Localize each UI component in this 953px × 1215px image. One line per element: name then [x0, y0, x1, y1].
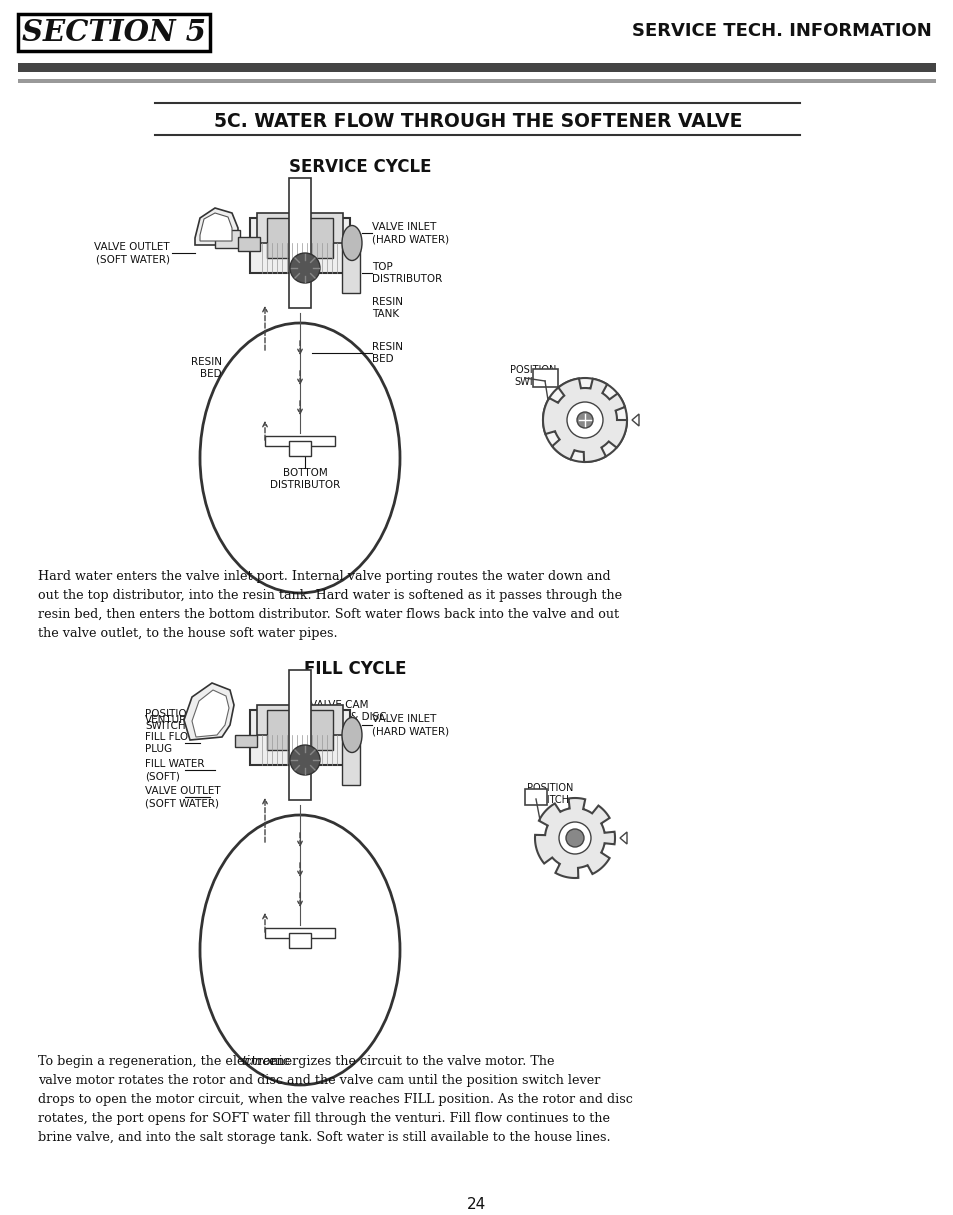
- Bar: [256, 705, 343, 735]
- Text: POSITION
SWITCH: POSITION SWITCH: [145, 708, 194, 731]
- Text: resin bed, then enters the bottom distributor. Soft water flows back into the va: resin bed, then enters the bottom distri…: [38, 608, 618, 621]
- Text: TOP
DISTRIBUTOR: TOP DISTRIBUTOR: [372, 261, 442, 284]
- Bar: [265, 436, 335, 446]
- Bar: [256, 213, 343, 243]
- Bar: [18, 79, 935, 83]
- Bar: [289, 441, 311, 456]
- Circle shape: [566, 402, 602, 437]
- Circle shape: [558, 823, 590, 854]
- Text: brine valve, and into the salt storage tank. Soft water is still available to th: brine valve, and into the salt storage t…: [38, 1131, 610, 1145]
- Text: BOTTOM
DISTRIBUTOR: BOTTOM DISTRIBUTOR: [270, 468, 340, 491]
- Text: SERVICE TECH. INFORMATION: SERVICE TECH. INFORMATION: [632, 22, 931, 40]
- Bar: [265, 928, 335, 938]
- Ellipse shape: [341, 718, 361, 752]
- Text: POSITION
SWITCH: POSITION SWITCH: [509, 364, 556, 386]
- Bar: [289, 933, 311, 948]
- Bar: [341, 233, 359, 293]
- Polygon shape: [194, 208, 237, 245]
- Text: RESIN
TANK: RESIN TANK: [372, 296, 402, 320]
- Bar: [267, 217, 333, 258]
- Text: VENTURI: VENTURI: [145, 714, 190, 725]
- Bar: [524, 789, 546, 806]
- Text: valve motor rotates the rotor and disc and the valve cam until the position swit: valve motor rotates the rotor and disc a…: [38, 1074, 599, 1087]
- Bar: [234, 735, 256, 747]
- Bar: [289, 669, 311, 799]
- Bar: [237, 237, 260, 252]
- Text: VALVE INLET
(HARD WATER): VALVE INLET (HARD WATER): [372, 713, 449, 736]
- Text: FILL FLOW
PLUG: FILL FLOW PLUG: [145, 731, 198, 755]
- Text: FILL WATER
(SOFT): FILL WATER (SOFT): [145, 759, 204, 781]
- Bar: [214, 230, 240, 248]
- Circle shape: [542, 378, 626, 462]
- Bar: [289, 179, 311, 307]
- Text: VALVE CAM
ROTOR & DISC: VALVE CAM ROTOR & DISC: [310, 700, 386, 723]
- Text: 5C. WATER FLOW THROUGH THE SOFTENER VALVE: 5C. WATER FLOW THROUGH THE SOFTENER VALV…: [213, 112, 741, 131]
- Ellipse shape: [341, 226, 361, 260]
- Polygon shape: [192, 690, 229, 738]
- Circle shape: [565, 829, 583, 847]
- Text: SECTION 5: SECTION 5: [22, 18, 206, 47]
- Text: timer: timer: [241, 1055, 276, 1068]
- Bar: [533, 369, 558, 388]
- Text: RESIN
BED: RESIN BED: [191, 357, 222, 379]
- Text: out the top distributor, into the resin tank. Hard water is softened as it passe: out the top distributor, into the resin …: [38, 589, 621, 601]
- Text: POSITION
SWITCH: POSITION SWITCH: [526, 782, 573, 804]
- Ellipse shape: [290, 745, 319, 775]
- Text: the valve outlet, to the house soft water pipes.: the valve outlet, to the house soft wate…: [38, 627, 337, 640]
- Text: Hard water enters the valve inlet port. Internal valve porting routes the water : Hard water enters the valve inlet port. …: [38, 570, 610, 583]
- Polygon shape: [535, 798, 615, 878]
- Bar: [250, 710, 350, 765]
- Text: 24: 24: [467, 1197, 486, 1213]
- Ellipse shape: [290, 253, 319, 283]
- Text: VALVE OUTLET
(SOFT WATER): VALVE OUTLET (SOFT WATER): [145, 786, 220, 808]
- Text: RESIN
BED: RESIN BED: [372, 341, 402, 364]
- Text: SERVICE CYCLE: SERVICE CYCLE: [289, 158, 431, 176]
- Bar: [250, 217, 350, 273]
- Text: rotates, the port opens for SOFT water fill through the venturi. Fill flow conti: rotates, the port opens for SOFT water f…: [38, 1112, 609, 1125]
- Polygon shape: [542, 378, 626, 462]
- Text: VALVE INLET
(HARD WATER): VALVE INLET (HARD WATER): [372, 222, 449, 244]
- Text: To begin a regeneration, the electronic: To begin a regeneration, the electronic: [38, 1055, 294, 1068]
- Text: energizes the circuit to the valve motor. The: energizes the circuit to the valve motor…: [265, 1055, 554, 1068]
- Bar: [341, 725, 359, 785]
- Text: FILL CYCLE: FILL CYCLE: [303, 660, 406, 678]
- Bar: [18, 63, 935, 72]
- Circle shape: [577, 412, 593, 428]
- Text: VALVE OUTLET
(SOFT WATER): VALVE OUTLET (SOFT WATER): [94, 242, 170, 264]
- Text: drops to open the motor circuit, when the valve reaches FILL position. As the ro: drops to open the motor circuit, when th…: [38, 1094, 632, 1106]
- Bar: [267, 710, 333, 750]
- Polygon shape: [200, 213, 232, 241]
- Polygon shape: [184, 683, 233, 740]
